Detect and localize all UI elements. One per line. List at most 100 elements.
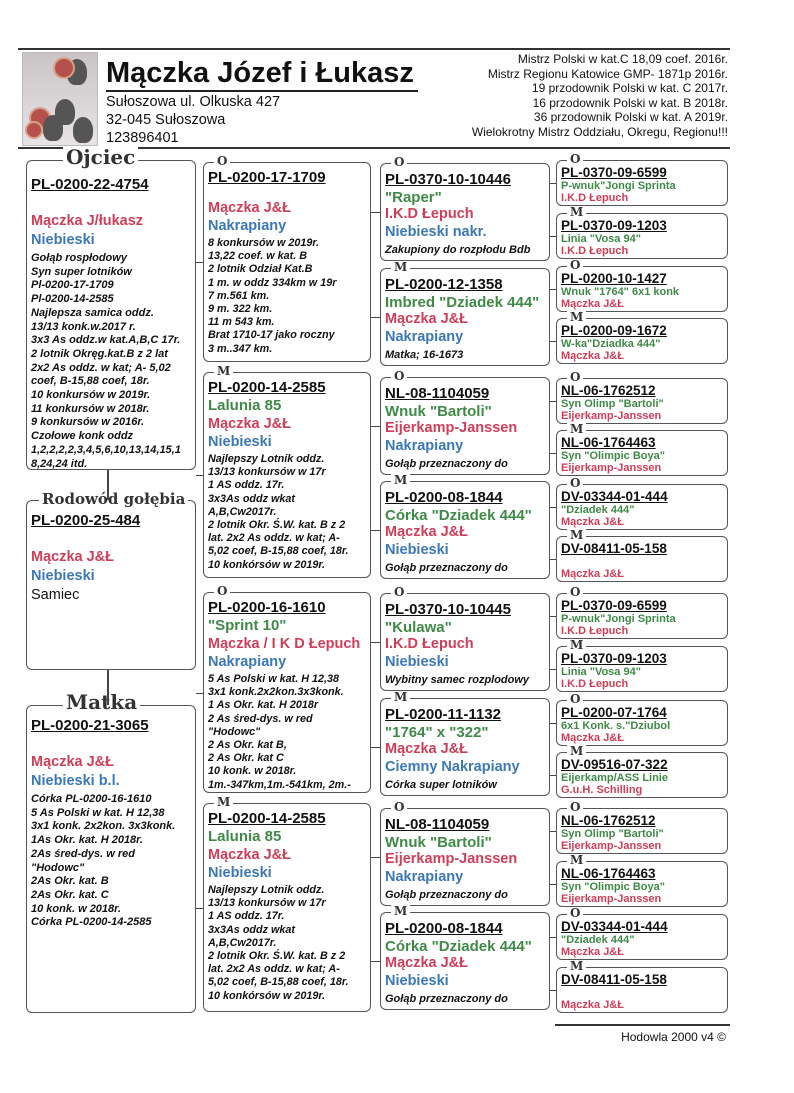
note-line: Najlepszy Lotnik oddz. xyxy=(208,453,325,465)
achievement-line: 36 przodownik Polski w kat. A 2019r. xyxy=(533,110,728,125)
pedigree-card: O PL-0200-07-1764 6x1 Konk. s."Dziubol Mącz… xyxy=(556,693,728,746)
note-line: A,B,Cw2017r. xyxy=(208,936,277,949)
pigeon-name: "Dziadek 444" xyxy=(561,934,635,946)
note-line: Czołowe konk oddz xyxy=(31,430,134,443)
ring-number: NL-08-1104059 xyxy=(385,816,490,833)
ring-number: PL-0200-25-484 xyxy=(31,512,141,529)
pedigree-card: M NL-06-1764463 Syn "Olimpic Boya" Eijerkam… xyxy=(556,423,728,476)
pigeon-name: Wnuk "Bartoli" xyxy=(385,402,492,420)
connector-line xyxy=(550,990,556,992)
breeder-name: Mączka J&Ł xyxy=(208,847,292,863)
note-line: 5,02 coef, B-15,88 coef, 18r. xyxy=(208,976,349,989)
note-line: 3x3 As oddz.w kat.A,B,C 17r. xyxy=(31,334,181,347)
pigeon-photo xyxy=(22,52,98,146)
plumage-color: Nakrapiany xyxy=(385,328,464,345)
note-line: 2 lotnik Odział Kat.B xyxy=(208,263,313,276)
pedigree-card: Rodowód gołębia PL-0200-25-484 Mączka J&Ł N… xyxy=(26,490,196,670)
breeder-name: Eijerkamp-Janssen xyxy=(561,462,662,474)
breeder-name: Mączka J&Ł xyxy=(561,516,624,528)
connector-line xyxy=(550,937,556,939)
achievement-line: Mistrz Regionu Katowice GMP- 1871p 2016r… xyxy=(487,66,728,81)
card-label: M xyxy=(567,854,587,866)
header-bottom-rule xyxy=(18,147,730,149)
breeder-name: I.K.D Łepuch xyxy=(385,636,474,652)
pedigree-card: O PL-0370-10-10445 "Kulawa" I.K.D Łepuch Nie… xyxy=(380,586,550,691)
pedigree-card: O PL-0370-10-10446 "Raper" I.K.D Łepuch Nieb… xyxy=(380,156,550,261)
note-line: 1As Okr. kat. H 2018r. xyxy=(31,834,143,847)
card-label: O xyxy=(567,153,584,165)
pedigree-card: M PL-0200-08-1844 Córka "Dziadek 444" Mącz… xyxy=(380,474,550,579)
note-line: Gołąb przeznaczony do xyxy=(385,889,508,901)
pedigree-card: O PL-0370-09-6599 P-wnuk"Jongi Sprinta I.K.… xyxy=(556,153,728,206)
card-label: Matka xyxy=(63,691,141,713)
connector-line xyxy=(371,747,380,749)
ring-number: PL-0200-16-1610 xyxy=(208,599,326,616)
ring-number: NL-06-1764463 xyxy=(561,866,656,881)
card-label: O xyxy=(567,259,584,271)
breeder-name: Mączka J&Ł xyxy=(561,946,624,958)
note-line: 1m.-347km,1m.-541km, 2m.- xyxy=(208,778,351,791)
note-line: Syn super lotników xyxy=(31,265,132,278)
pedigree-card: Ojciec PL-0200-22-4754 Mączka J/łukasz Nieb… xyxy=(26,146,196,470)
note-line: 1 As Okr. kat. H 2018r xyxy=(208,699,319,712)
connector-line xyxy=(550,831,556,833)
connector-line xyxy=(371,212,380,214)
connector-line xyxy=(196,475,203,477)
pedigree-card: M PL-0370-09-1203 Linia "Vosa 94" I.K.D Łep… xyxy=(556,639,728,692)
pigeon-name: Eijerkamp/ASS Linie xyxy=(561,772,668,784)
note-line: Najlepszy Lotnik oddz. xyxy=(208,884,325,896)
card-label: M xyxy=(391,261,411,273)
card-label: O xyxy=(567,907,584,919)
connector-line xyxy=(550,884,556,886)
card-label: O xyxy=(391,370,408,382)
note-line: 5,02 coef, B-15,88 coef, 18r. xyxy=(208,545,349,558)
ring-number: DV-03344-01-444 xyxy=(561,919,668,934)
connector-line xyxy=(550,236,556,238)
pedigree-card: Matka PL-0200-21-3065 Mączka J&Ł Niebieski … xyxy=(26,691,196,1013)
note-line: Matka; 16-1673 xyxy=(385,349,464,361)
ring-number: PL-0200-10-1427 xyxy=(561,271,667,286)
note-line: Pl-0200-14-2585 xyxy=(31,293,114,306)
note-line: Gołąb przeznaczony do xyxy=(385,458,508,470)
header-top-rule xyxy=(18,48,730,50)
note-line: 5 As Polski w kat. H 12,38 xyxy=(208,673,340,685)
plumage-color: Niebieski xyxy=(385,541,449,558)
plumage-color: Nakrapiany xyxy=(208,218,287,234)
connector-line xyxy=(107,670,109,705)
note-line: Pl-0200-17-1709 xyxy=(31,279,114,292)
pigeon-name: Linia "Vosa 94" xyxy=(561,233,641,245)
connector-line xyxy=(550,289,556,291)
pigeon-name: "Raper" xyxy=(385,188,442,206)
pigeon-name: "Dziadek 444" xyxy=(561,504,635,516)
pedigree-card: M DV-08411-05-158 Mączka J&Ł xyxy=(556,960,728,1013)
note-line: lat. 2x2 As oddz. w kat; A- xyxy=(208,963,340,976)
connector-line xyxy=(550,559,556,561)
breeder-name: Mączka / I K D Łepuch xyxy=(208,636,361,652)
pedigree-card: M PL-0370-09-1203 Linia "Vosa 94" I.K.D Łep… xyxy=(556,206,728,259)
pedigree-card: M PL-0200-12-1358 Imbred "Dziadek 444" Mącz… xyxy=(380,261,550,366)
card-label: M xyxy=(567,639,587,651)
card-label: Rodowód gołębia xyxy=(39,490,189,508)
note-line: 2 As śred-dys. w red xyxy=(208,712,313,725)
pigeon-name: Wnuk "Bartoli" xyxy=(385,833,492,851)
plumage-color: Niebieski xyxy=(385,972,449,989)
ring-number: PL-0370-09-6599 xyxy=(561,165,667,180)
card-label: O xyxy=(391,801,408,813)
pigeon-name: Syn Olimp "Bartoli" xyxy=(561,828,664,840)
pedigree-card: O NL-06-1762512 Syn Olimp "Bartoli" Eijerka… xyxy=(556,371,728,424)
ring-number: NL-06-1762512 xyxy=(561,813,656,828)
breeder-name: Mączka J&Ł xyxy=(561,999,624,1011)
card-label: O xyxy=(391,586,408,598)
card-label: Ojciec xyxy=(63,146,139,168)
phone-number: 123896401 xyxy=(106,130,179,146)
note-line: Brat 1710-17 jako roczny xyxy=(208,329,335,342)
note-line: 5 As Polski w kat. H 12,38 xyxy=(31,806,165,819)
ring-number: PL-0370-10-10445 xyxy=(385,601,511,618)
breeder-name: Mączka J&Ł xyxy=(385,955,469,971)
card-label: M xyxy=(567,745,587,757)
pigeon-name: Córka "Dziadek 444" xyxy=(385,937,532,955)
card-label: M xyxy=(391,691,411,703)
connector-line xyxy=(107,470,109,500)
card-label: M xyxy=(567,960,587,972)
note-line: 3x3As oddz wkat xyxy=(208,492,296,505)
